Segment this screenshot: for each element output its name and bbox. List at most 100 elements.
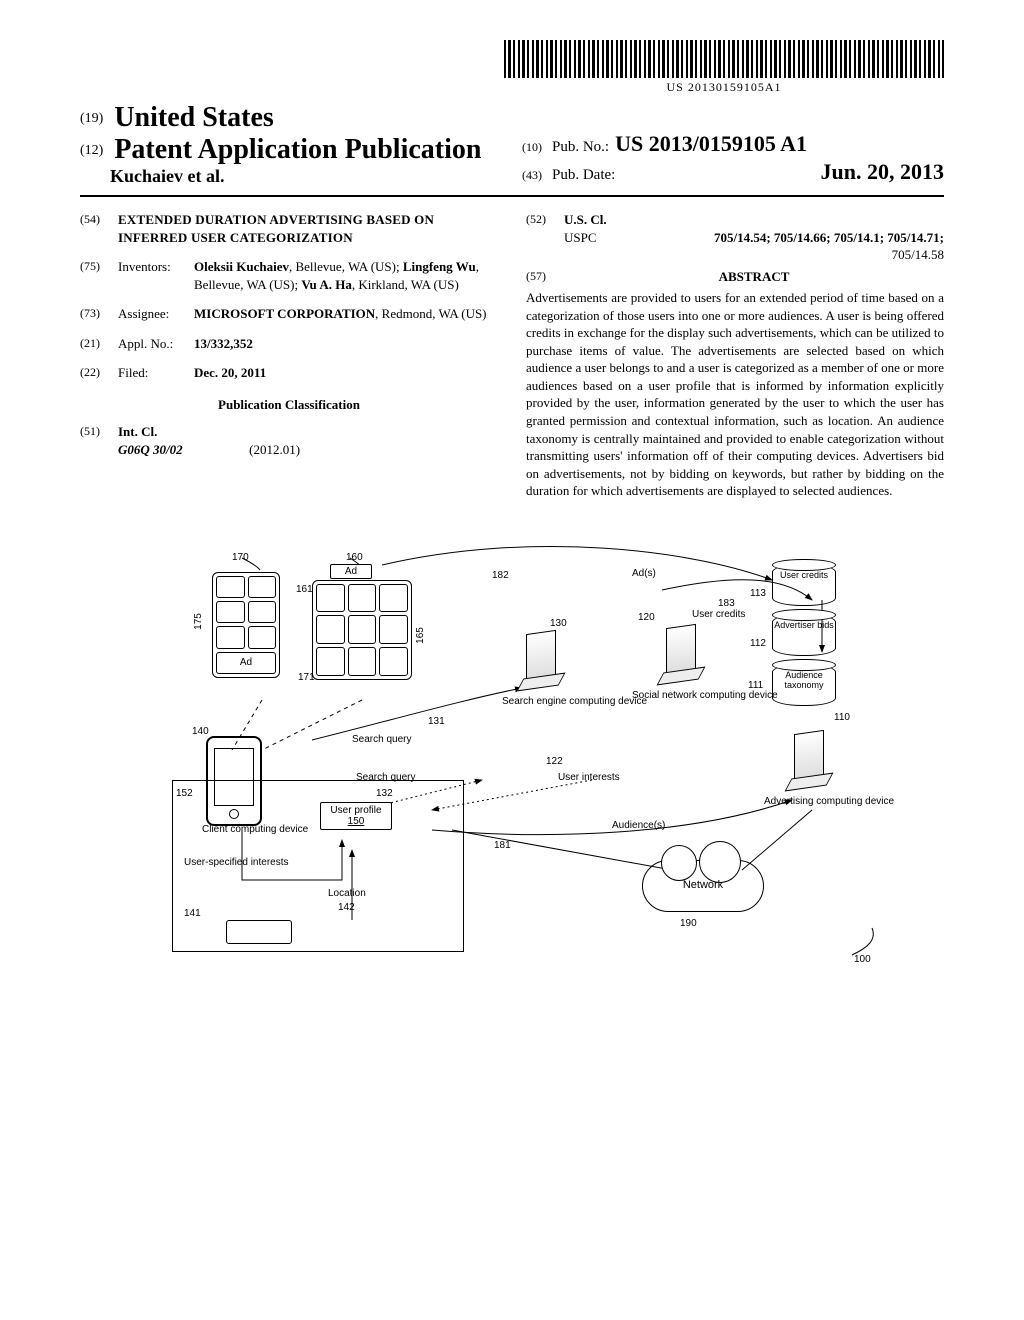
lbl-social-network-cd: Social network computing device [632, 690, 742, 701]
ref-131: 131 [428, 716, 445, 727]
device-160 [312, 580, 412, 680]
lbl-user-interests: User interests [558, 772, 620, 783]
label-inventors: Inventors: [118, 258, 184, 293]
intcl-label: Int. Cl. [118, 423, 498, 441]
uspc-val-1: 705/14.54; 705/14.66; 705/14.1; 705/14.7… [714, 229, 944, 247]
db-advertiser-bids: Advertiser bids [772, 614, 836, 656]
db-audience-taxonomy: Audience taxonomy [772, 664, 836, 706]
ref-161: 161 [296, 584, 313, 595]
lbl-search-query2: Search query [356, 772, 415, 783]
barcode-area: US 20130159105A1 [80, 40, 944, 96]
label-pubdate: Pub. Date: [552, 167, 615, 184]
country-line: (19) United States [80, 102, 502, 134]
barcode: US 20130159105A1 [504, 40, 944, 95]
code-pubtype: (12) [80, 143, 103, 158]
code-22: (22) [80, 364, 108, 382]
intcl-edition: (2012.01) [249, 442, 300, 457]
abstract-body: Advertisements are provided to users for… [526, 289, 944, 500]
lbl-ads: Ad(s) [632, 568, 656, 579]
uscl-entry: (52) U.S. Cl. USPC 705/14.54; 705/14.66;… [526, 211, 944, 264]
figure-1: Ad 170 175 Ad 160 161 165 171 182 Ad(s) … [132, 540, 892, 980]
appl-value: 13/332,352 [194, 335, 498, 353]
inventors-value: Oleksii Kuchaiev, Bellevue, WA (US); Lin… [194, 258, 498, 293]
invention-title: EXTENDED DURATION ADVERTISING BASED ON I… [118, 211, 498, 246]
label-pubno: Pub. No.: [552, 139, 609, 156]
lbl-advertiser-bids: Advertiser bids [774, 620, 834, 630]
filed-value: Dec. 20, 2011 [194, 364, 498, 382]
server-110 [788, 732, 828, 790]
map-scribble [226, 920, 292, 944]
server-130 [520, 632, 560, 690]
barcode-number: US 20130159105A1 [504, 80, 944, 95]
ref-181: 181 [494, 840, 511, 851]
client-phone-140 [206, 736, 262, 826]
code-52: (52) [526, 211, 554, 264]
header-authors: Kuchaiev et al. [110, 166, 502, 187]
lbl-location: Location [328, 888, 366, 899]
header: (19) United States (12) Patent Applicati… [80, 102, 944, 187]
intcl-body: Int. Cl. G06Q 30/02 (2012.01) [118, 423, 498, 458]
ref-112: 112 [750, 638, 766, 649]
label-filed: Filed: [118, 364, 184, 382]
code-pubno: (10) [522, 140, 542, 155]
header-rule [80, 195, 944, 197]
inventor-loc-1: , Bellevue, WA (US); [289, 259, 403, 274]
barcode-stripes [504, 40, 944, 78]
ref-160: 160 [346, 552, 363, 563]
pub-class-heading: Publication Classification [80, 396, 498, 414]
inventor-name-3: Vu A. Ha [301, 277, 351, 292]
code-country: (19) [80, 111, 103, 126]
ref-140: 140 [192, 726, 209, 737]
inventor-name-1: Oleksii Kuchaiev [194, 259, 289, 274]
lbl-user-specified-interests: User-specified interests [184, 858, 254, 869]
assignee-loc: , Redmond, WA (US) [375, 306, 486, 321]
device-170: Ad [212, 572, 280, 678]
lbl-user-credits-db: User credits [780, 570, 828, 580]
publication-type: (12) Patent Application Publication [80, 134, 502, 166]
lbl-search-query: Search query [352, 734, 411, 745]
uspc-line-1: USPC 705/14.54; 705/14.66; 705/14.1; 705… [564, 229, 944, 247]
ref-110: 110 [834, 712, 850, 723]
inventor-name-2: Lingfeng Wu [403, 259, 476, 274]
uscl-label: U.S. Cl. [564, 211, 944, 229]
server-120 [660, 626, 700, 684]
abstract-entry: (57) ABSTRACT Advertisements are provide… [526, 268, 944, 500]
inventor-loc-3: , Kirkland, WA (US) [352, 277, 459, 292]
ref-150: 150 [325, 816, 387, 827]
header-right: (10) Pub. No.: US 2013/0159105 A1 (43) P… [522, 131, 944, 187]
ref-142: 142 [338, 902, 355, 913]
ref-170: 170 [232, 552, 249, 563]
uspc-val-2: 705/14.58 [564, 246, 944, 264]
ref-111: 111 [748, 680, 763, 691]
uscl-body: U.S. Cl. USPC 705/14.54; 705/14.66; 705/… [564, 211, 944, 264]
ref-141: 141 [184, 908, 201, 919]
lbl-advertising-cd: Advertising computing device [764, 796, 864, 807]
assignee-entry: (73) Assignee: MICROSOFT CORPORATION, Re… [80, 305, 498, 323]
code-54: (54) [80, 211, 108, 246]
pub-date-row: (43) Pub. Date: Jun. 20, 2013 [522, 159, 944, 185]
code-51: (51) [80, 423, 108, 458]
db-user-credits: User credits [772, 564, 836, 606]
label-appl: Appl. No.: [118, 335, 184, 353]
ref-132: 132 [376, 788, 393, 799]
ref-165: 165 [415, 627, 426, 644]
right-column: (52) U.S. Cl. USPC 705/14.54; 705/14.66;… [526, 211, 944, 512]
code-57: (57) [526, 268, 554, 290]
ref-183: 183 [718, 598, 735, 609]
code-75: (75) [80, 258, 108, 293]
ref-130: 130 [550, 618, 567, 629]
pub-no-value: US 2013/0159105 A1 [615, 131, 807, 157]
lbl-audience-taxonomy: Audience taxonomy [784, 670, 823, 690]
ref-120: 120 [638, 612, 655, 623]
ref-171: 171 [298, 672, 315, 683]
filed-entry: (22) Filed: Dec. 20, 2011 [80, 364, 498, 382]
lbl-client-cd: Client computing device [202, 824, 292, 835]
intcl-class: G06Q 30/02 [118, 442, 183, 457]
figure-wrap: Ad 170 175 Ad 160 161 165 171 182 Ad(s) … [80, 540, 944, 980]
ref-182: 182 [492, 570, 509, 581]
code-pubdate: (43) [522, 168, 542, 183]
ref-152: 152 [176, 788, 193, 799]
lbl-audiences: Audience(s) [612, 820, 665, 831]
pub-date-value: Jun. 20, 2013 [821, 159, 944, 185]
label-assignee: Assignee: [118, 305, 184, 323]
